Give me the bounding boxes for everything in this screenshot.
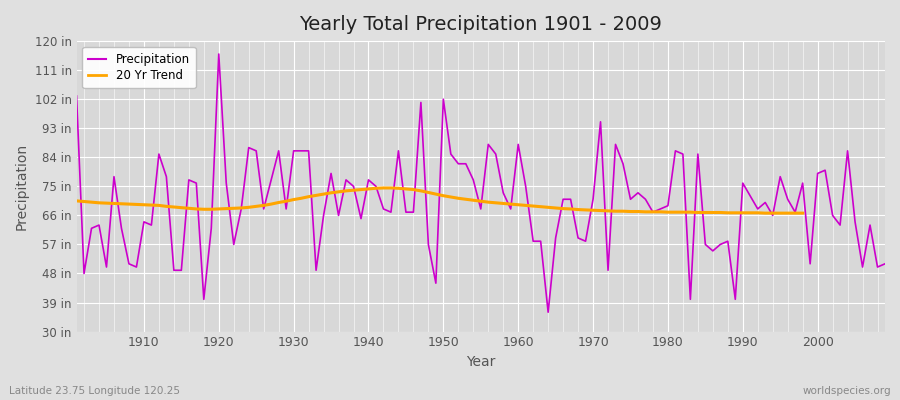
- Y-axis label: Precipitation: Precipitation: [15, 143, 29, 230]
- Legend: Precipitation, 20 Yr Trend: Precipitation, 20 Yr Trend: [83, 47, 195, 88]
- X-axis label: Year: Year: [466, 355, 496, 369]
- Text: Latitude 23.75 Longitude 120.25: Latitude 23.75 Longitude 120.25: [9, 386, 180, 396]
- Text: worldspecies.org: worldspecies.org: [803, 386, 891, 396]
- Title: Yearly Total Precipitation 1901 - 2009: Yearly Total Precipitation 1901 - 2009: [300, 15, 662, 34]
